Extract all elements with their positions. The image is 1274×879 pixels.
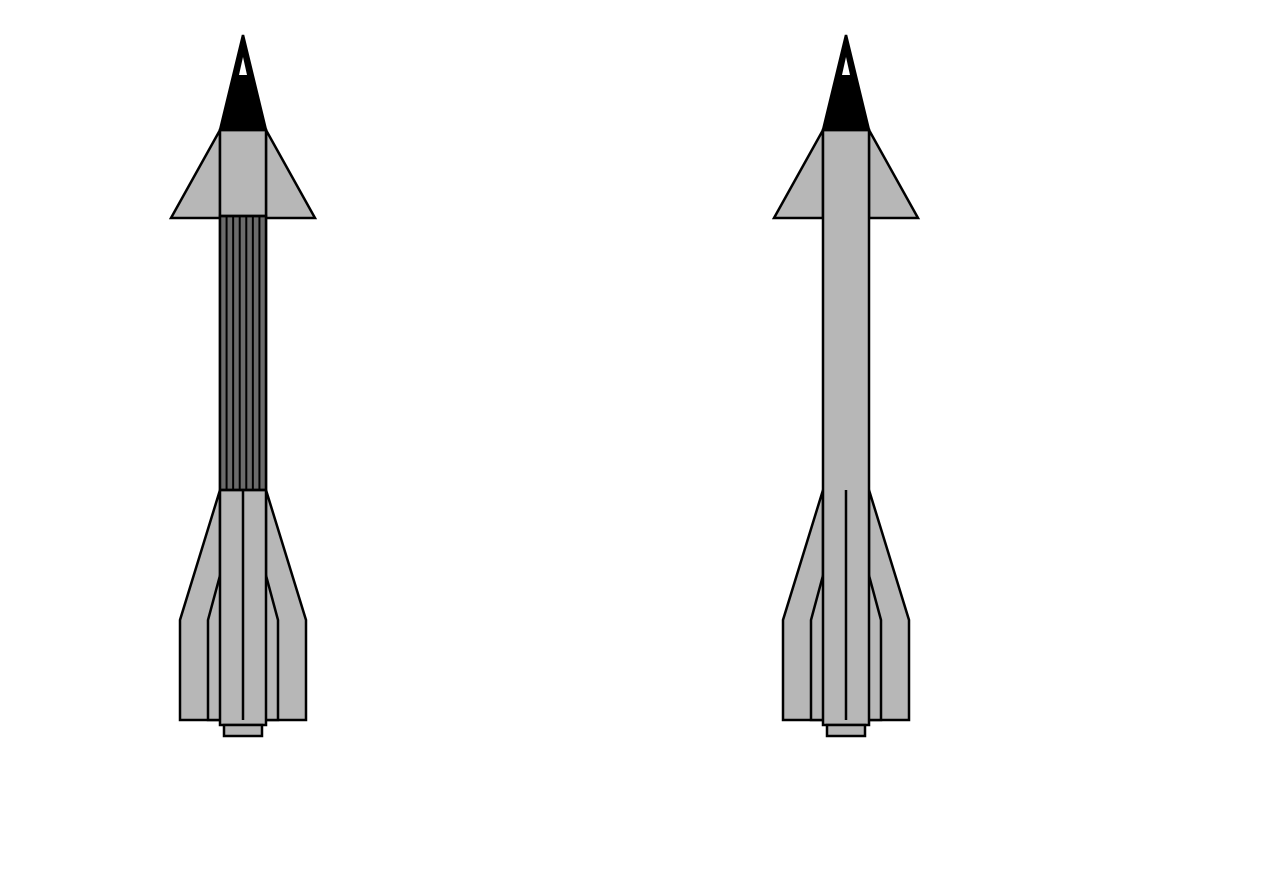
rocket-diagram	[0, 0, 1274, 879]
canard-fin-left	[171, 130, 220, 218]
canard-fin-left	[774, 130, 823, 218]
nose-cone	[823, 35, 869, 130]
rocket-right	[774, 35, 918, 736]
nose-cone	[220, 35, 266, 130]
canard-fin-right	[266, 130, 315, 218]
rocket-nozzle-cap	[827, 725, 865, 736]
diagram-container	[0, 0, 1274, 879]
rocket-left	[171, 35, 315, 736]
canard-fin-right	[869, 130, 918, 218]
rocket-nozzle-cap	[224, 725, 262, 736]
